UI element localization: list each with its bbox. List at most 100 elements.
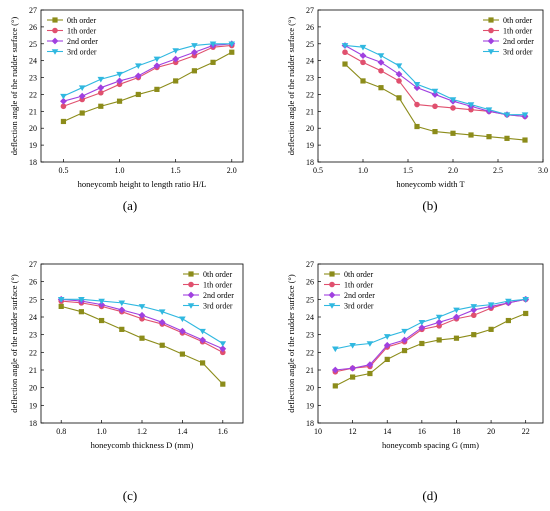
x-tick-label: 10 [314,427,322,436]
y-tick-label: 21 [306,366,314,375]
series-square [332,310,529,389]
legend-label: 0th order [203,270,232,279]
data-point [60,97,67,105]
x-axis-label: honeycomb spacing G (mm) [382,440,479,450]
data-point [342,49,348,56]
x-axis-label: honeycomb thickness D (mm) [91,440,194,450]
y-tick-label: 19 [306,141,314,150]
x-tick-label: 20 [487,427,495,436]
data-point [173,78,179,84]
data-point [60,93,67,100]
y-tick-label: 22 [306,90,314,99]
y-tick-label: 25 [306,40,314,49]
chart-panel-a: 18 19 20 21 22 23 24 25 26 27 0.5 1.0 1.5 2.0 honeycom… [9,6,244,213]
y-tick-label: 21 [29,107,37,116]
data-point [453,313,460,321]
x-tick-label: 1.4 [177,427,187,436]
x-tick-label: 1.5 [403,166,413,175]
data-point [383,334,391,340]
data-point [199,328,206,335]
x-tick-label: 0.8 [56,427,66,436]
x-tick-label: 18 [452,427,460,436]
legend-marker [488,17,494,23]
y-tick-label: 27 [29,260,37,269]
y-tick-label: 19 [29,401,37,410]
data-point [78,85,86,91]
data-point [98,103,104,109]
data-point [395,63,403,70]
data-point [153,62,161,70]
data-point [191,68,198,74]
y-tick-label: 26 [306,278,314,287]
data-point [521,112,529,119]
data-point [179,316,186,323]
series-line [335,298,526,373]
data-point [378,68,384,74]
y-tick-label: 22 [306,348,314,357]
data-point [470,306,478,314]
series-line [335,298,526,371]
legend-marker [187,291,195,299]
data-point [467,102,475,108]
panel-caption: (c) [123,488,137,503]
legend-label: 3rd order [503,48,533,57]
x-axis-label: honeycomb height to length ratio H/L [78,179,207,189]
y-tick-label: 26 [306,23,314,32]
y-tick-label: 18 [29,419,37,428]
y-tick-label: 25 [29,40,37,49]
data-point [134,72,142,80]
x-tick-label: 16 [418,427,426,436]
data-point [366,341,374,347]
data-point [139,335,145,341]
data-point [505,317,511,324]
y-axis-label: deflection angle of the rudder surface (… [286,274,296,413]
data-point [488,326,494,332]
legend-label: 0th order [344,270,373,279]
data-point [436,337,442,343]
data-point [503,112,511,119]
y-tick-label: 24 [29,313,37,322]
data-point [78,92,86,100]
data-point [414,123,420,130]
data-point [504,135,510,141]
y-tick-label: 23 [306,331,314,340]
panel-caption: (a) [123,198,137,213]
data-point [60,103,67,110]
series-triangle-down [60,41,236,100]
legend-marker [188,281,194,288]
x-tick-label: 1.0 [115,166,125,175]
data-point [486,134,492,140]
data-point [209,41,217,48]
data-point [435,318,443,326]
legend-label: 1th order [67,27,96,36]
data-point [153,56,161,63]
data-point [135,91,141,98]
y-tick-label: 27 [306,6,314,15]
y-tick-label: 25 [306,295,314,304]
y-tick-label: 21 [306,107,314,116]
series-square [58,303,226,387]
data-point [349,342,356,349]
legend-marker [487,49,495,55]
data-point [158,309,166,315]
data-point [401,336,408,344]
data-point [97,76,105,83]
data-point [431,88,439,95]
y-tick-label: 18 [29,158,37,167]
data-point [138,311,146,319]
x-tick-label: 0.5 [313,166,323,175]
y-tick-label: 22 [29,90,37,99]
y-axis-label: deflection angle of the rudder surface (… [286,17,296,156]
data-point [172,55,180,63]
legend-marker [188,271,194,277]
data-point [359,44,367,51]
data-point [450,130,456,136]
legend-marker [488,27,494,34]
data-point [119,326,125,332]
x-tick-label: 12 [349,427,357,436]
y-axis-label: deflection angle of the rudder surface (… [9,274,19,413]
data-point [435,314,443,321]
y-tick-label: 22 [29,348,37,357]
